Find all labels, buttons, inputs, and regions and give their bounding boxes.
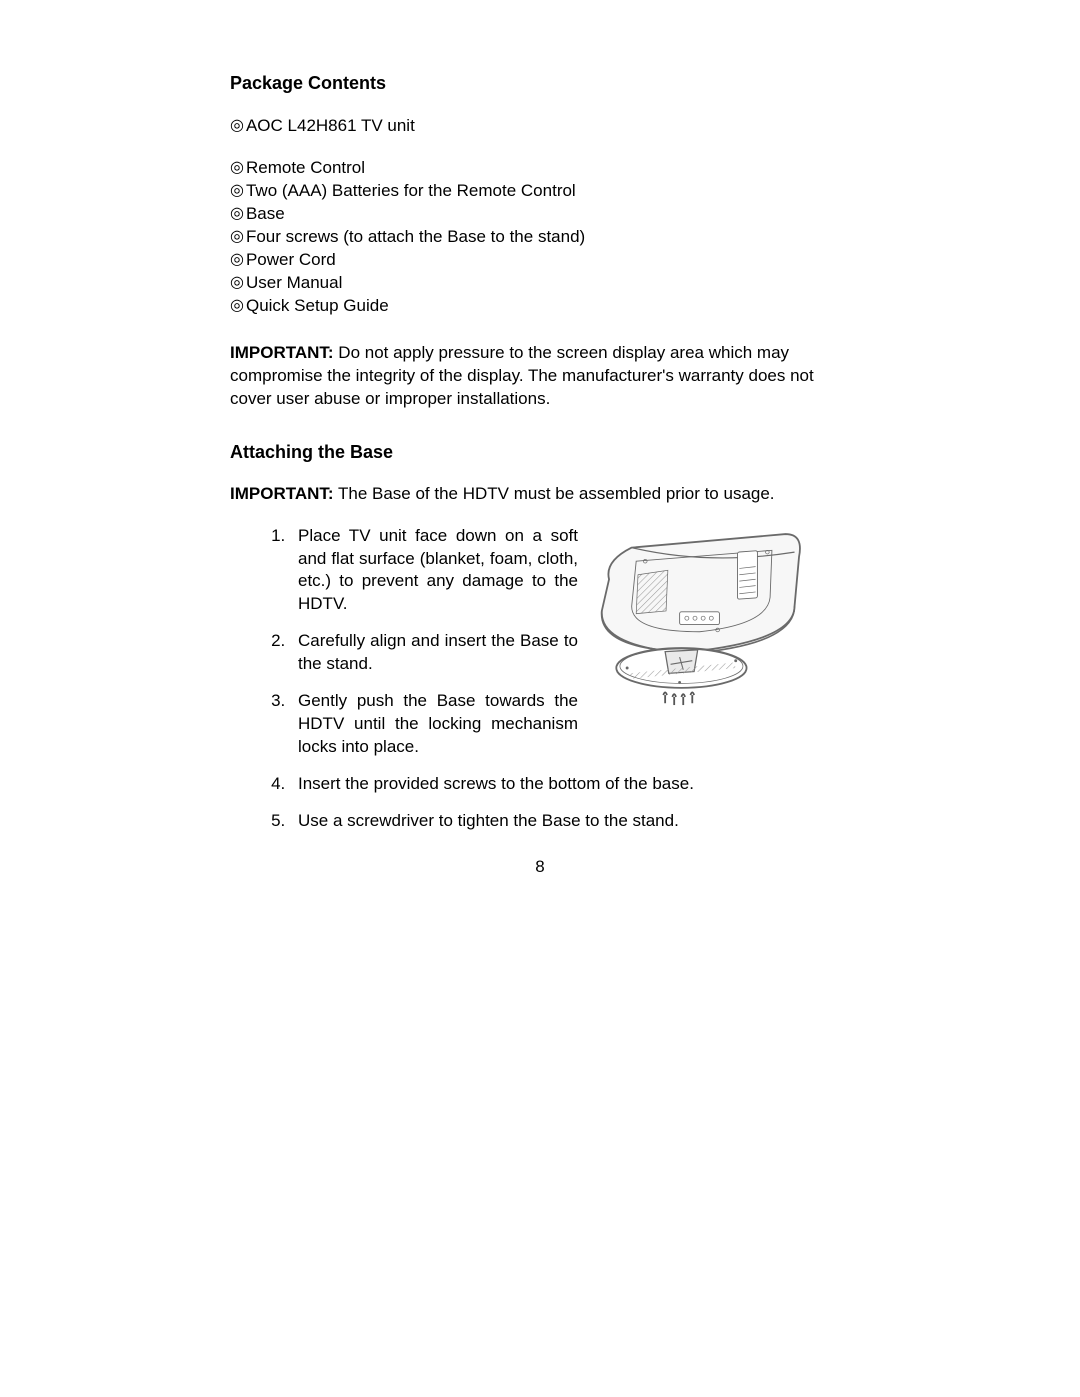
contents-item: Four screws (to attach the Base to the s…: [246, 226, 585, 249]
important-label: IMPORTANT:: [230, 343, 334, 362]
important-text: The Base of the HDTV must be assembled p…: [334, 484, 775, 503]
step-item: Gently push the Base towards the HDTV un…: [298, 690, 578, 759]
contents-item: Base: [246, 203, 285, 226]
bullet-icon: ◎: [230, 249, 244, 271]
bullet-icon: ◎: [230, 295, 244, 317]
contents-item: Quick Setup Guide: [246, 295, 389, 318]
bullet-icon: ◎: [230, 203, 244, 225]
step-item: Insert the provided screws to the bottom…: [298, 773, 808, 796]
important-note-2: IMPORTANT: The Base of the HDTV must be …: [230, 483, 850, 504]
step-item: Place TV unit face down on a soft and fl…: [298, 525, 578, 617]
contents-item: User Manual: [246, 272, 342, 295]
page-number: 8: [0, 857, 1080, 877]
contents-item: Two (AAA) Batteries for the Remote Contr…: [246, 180, 576, 203]
contents-item: AOC L42H861 TV unit: [246, 115, 415, 138]
contents-item: Power Cord: [246, 249, 336, 272]
tv-base-diagram: [570, 525, 820, 715]
package-contents-heading: Package Contents: [230, 72, 850, 95]
bullet-icon: ◎: [230, 157, 244, 179]
bullet-icon: ◎: [230, 226, 244, 248]
package-contents-list: ◎ AOC L42H861 TV unit ◎ Remote Control ◎…: [230, 115, 850, 319]
bullet-icon: ◎: [230, 115, 244, 137]
bullet-icon: ◎: [230, 272, 244, 294]
attaching-base-heading: Attaching the Base: [230, 441, 850, 464]
bullet-icon: ◎: [230, 180, 244, 202]
important-note-1: IMPORTANT: Do not apply pressure to the …: [230, 342, 850, 411]
important-label: IMPORTANT:: [230, 484, 334, 503]
contents-item: Remote Control: [246, 157, 365, 180]
step-item: Use a screwdriver to tighten the Base to…: [298, 810, 808, 833]
step-item: Carefully align and insert the Base to t…: [298, 630, 578, 676]
